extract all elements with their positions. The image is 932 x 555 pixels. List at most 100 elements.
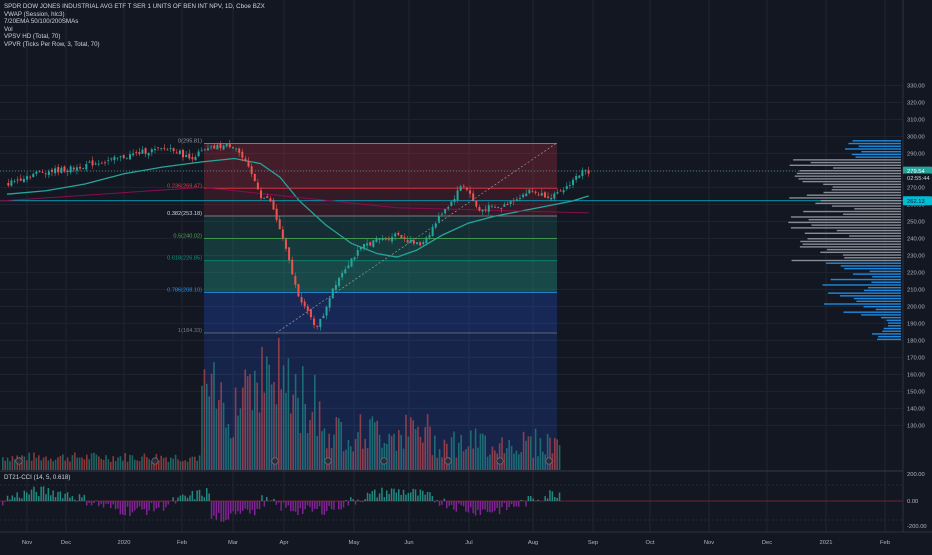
dividend-marker-icon[interactable] <box>445 458 451 464</box>
volume-bar <box>494 450 496 470</box>
volume-bar <box>64 461 66 470</box>
volume-bar <box>393 434 395 470</box>
oscillator-bar <box>48 488 50 501</box>
volume-bar <box>355 439 357 470</box>
dividend-marker-icon[interactable] <box>152 458 158 464</box>
oscillator-bar <box>153 501 155 511</box>
oscillator-bar <box>379 493 381 501</box>
volume-profile-row <box>843 254 901 255</box>
symbol-title[interactable]: SPDR DOW JONES INDUSTRIAL AVG ETF T SER … <box>4 3 265 11</box>
candle-body <box>148 153 150 155</box>
time-tick-label: May <box>349 540 360 546</box>
volume-bar <box>26 460 28 470</box>
volume-bar <box>516 451 518 470</box>
volume-profile-row <box>798 178 901 179</box>
candle-body <box>338 278 340 286</box>
oscillator-bar <box>165 501 167 507</box>
volume-profile-row <box>821 200 901 201</box>
volume-profile-row <box>853 140 901 141</box>
oscillator-bar <box>403 490 405 501</box>
time-tick-label: 2020 <box>118 540 131 546</box>
volume-bar <box>60 456 62 470</box>
oscillator-tick-label: -200.00 <box>907 524 927 530</box>
indicator-volume[interactable]: Vol <box>4 26 265 34</box>
oscillator-bar <box>115 501 117 509</box>
candle-body <box>550 198 552 199</box>
volume-bar <box>468 446 470 470</box>
oscillator-bar <box>208 493 210 501</box>
volume-bar <box>451 437 453 470</box>
volume-bar <box>321 431 323 470</box>
candle-body <box>170 148 172 149</box>
volume-bar <box>50 458 52 470</box>
volume-bar <box>316 436 318 470</box>
volume-bar <box>14 459 16 470</box>
price-tick-label: 150.00 <box>907 389 925 395</box>
volume-profile-row <box>805 233 901 234</box>
candle-body <box>195 157 197 160</box>
volume-bar <box>57 457 59 470</box>
volume-bar <box>172 459 174 470</box>
volume-bar <box>62 454 64 470</box>
oscillator-bar <box>372 491 374 501</box>
oscillator-title[interactable]: DT21-CCI (14, 5, 0.618) <box>4 474 70 481</box>
oscillator-bar <box>127 501 129 507</box>
volume-bar <box>79 458 81 470</box>
oscillator-bar <box>55 497 57 501</box>
oscillator-bar <box>216 501 218 520</box>
oscillator-bar <box>218 501 220 513</box>
volume-bar <box>436 458 438 470</box>
volume-profile-row <box>887 320 901 321</box>
oscillator-bar <box>124 501 126 515</box>
dividend-marker-icon[interactable] <box>16 458 22 464</box>
dividend-marker-icon[interactable] <box>497 458 503 464</box>
oscillator-bar <box>309 501 311 507</box>
candle-body <box>226 144 228 146</box>
oscillator-bar <box>261 495 263 501</box>
dividend-marker-icon[interactable] <box>546 458 552 464</box>
candle-body <box>510 201 512 204</box>
volume-bar <box>376 421 378 470</box>
dividend-marker-icon[interactable] <box>325 458 331 464</box>
candle-body <box>216 145 218 150</box>
volume-bar <box>230 438 232 470</box>
dividend-marker-icon[interactable] <box>272 458 278 464</box>
oscillator-bar <box>108 501 110 504</box>
volume-bar <box>256 383 258 470</box>
volume-bar <box>477 448 479 470</box>
volume-bar <box>328 434 330 470</box>
dividend-marker-icon[interactable] <box>381 458 387 464</box>
candle-body <box>500 208 502 209</box>
volume-profile-row <box>820 252 901 253</box>
candle-body <box>413 241 415 244</box>
oscillator-bar <box>535 501 537 502</box>
volume-bar <box>350 446 352 470</box>
candle-body <box>513 200 515 201</box>
candle-body <box>429 235 431 237</box>
candle-body <box>92 160 94 165</box>
indicator-ema-sma[interactable]: 7/20EMA 50/100/200SMAs <box>4 18 265 26</box>
fibonacci-retracement[interactable]: 0(295.81)0.236(269.47)0.382(253.18)0.5(2… <box>167 139 557 471</box>
volume-profile-row <box>853 273 901 274</box>
oscillator-bar <box>480 501 482 515</box>
oscillator-bar <box>26 492 28 501</box>
volume-bar <box>559 445 561 470</box>
candle-body <box>444 209 446 213</box>
indicator-vpvr[interactable]: VPVR (Ticks Per Row, 3, Total, 70) <box>4 41 265 49</box>
candle-body <box>20 179 22 181</box>
volume-profile-row <box>790 165 901 166</box>
volume-bar <box>417 427 419 470</box>
indicator-vwap[interactable]: VWAP (Session, hlc3) <box>4 11 265 19</box>
candle-body <box>219 144 221 148</box>
oscillator-bar <box>477 501 479 510</box>
indicator-vpsv[interactable]: VPSV HD (Total, 70) <box>4 33 265 41</box>
volume-profile-row <box>802 181 901 182</box>
oscillator-bar <box>40 487 42 501</box>
volume-bar <box>487 457 489 470</box>
price-axis[interactable]: 330.00320.00310.00300.00290.00280.00270.… <box>903 0 932 550</box>
price-tick-label: 320.00 <box>907 100 925 106</box>
volume-profile-row <box>797 173 901 174</box>
